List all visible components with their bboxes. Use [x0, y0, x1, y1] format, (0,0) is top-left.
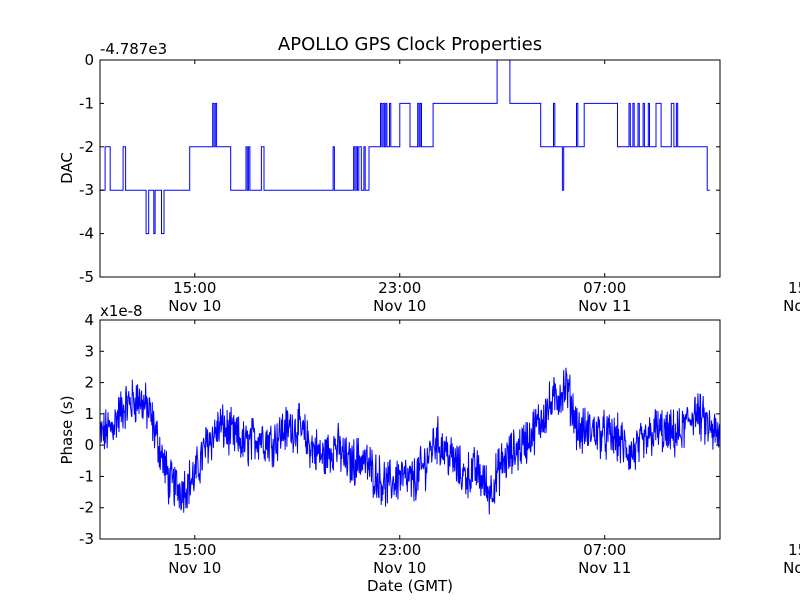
- phase-xtick-time-label: 07:00: [583, 541, 626, 559]
- dac-axes-frame: [99, 59, 721, 278]
- phase-ytick-label: -2: [79, 499, 94, 517]
- phase-xtick-time-label: 15:00: [788, 541, 800, 559]
- dac-xtick-date-label: Nov 11: [783, 297, 800, 315]
- dac-xtick-date-label: Nov 11: [578, 297, 631, 315]
- dac-xtick-time-label: 15:00: [788, 279, 800, 297]
- phase-offset-text: x1e-8: [100, 302, 143, 320]
- phase-xtick-date-label: Nov 11: [783, 559, 800, 577]
- phase-xtick-date-label: Nov 11: [578, 559, 631, 577]
- phase-plot-area: [100, 320, 720, 539]
- dac-series-line: [100, 59, 710, 235]
- phase-xtick-time-label: 23:00: [378, 541, 421, 559]
- phase-ytick-label: 4: [84, 311, 94, 329]
- phase-series-line: [99, 367, 721, 515]
- phase-y-axis-label: Phase (s): [58, 395, 76, 464]
- dac-offset-text: -4.787e3: [100, 40, 167, 58]
- dac-ytick-label: -5: [79, 268, 94, 286]
- dac-xtick-date-label: Nov 10: [373, 297, 426, 315]
- phase-ytick-label: 2: [84, 374, 94, 392]
- dac-ytick-label: 0: [84, 51, 94, 69]
- dac-xtick-time-label: 15:00: [173, 279, 216, 297]
- x-axis-label: Date (GMT): [367, 577, 453, 595]
- phase-xtick-date-label: Nov 10: [373, 559, 426, 577]
- dac-plot-area: [100, 60, 720, 277]
- dac-xtick-time-label: 07:00: [583, 279, 626, 297]
- dac-ytick-label: -4: [79, 225, 94, 243]
- chart-title: APOLLO GPS Clock Properties: [278, 34, 542, 55]
- dac-ytick-label: -3: [79, 181, 94, 199]
- dac-xtick-date-label: Nov 10: [168, 297, 221, 315]
- phase-ytick-label: -3: [79, 530, 94, 548]
- dac-ytick-label: -1: [79, 94, 94, 112]
- phase-ytick-label: -1: [79, 467, 94, 485]
- dac-xtick-time-label: 23:00: [378, 279, 421, 297]
- phase-ytick-label: 1: [84, 405, 94, 423]
- dac-ytick-label: -2: [79, 138, 94, 156]
- phase-ytick-label: 3: [84, 342, 94, 360]
- phase-axes-frame: [99, 319, 721, 540]
- dac-y-axis-label: DAC: [58, 152, 76, 184]
- phase-ytick-label: 0: [84, 436, 94, 454]
- phase-xtick-time-label: 15:00: [173, 541, 216, 559]
- phase-xtick-date-label: Nov 10: [168, 559, 221, 577]
